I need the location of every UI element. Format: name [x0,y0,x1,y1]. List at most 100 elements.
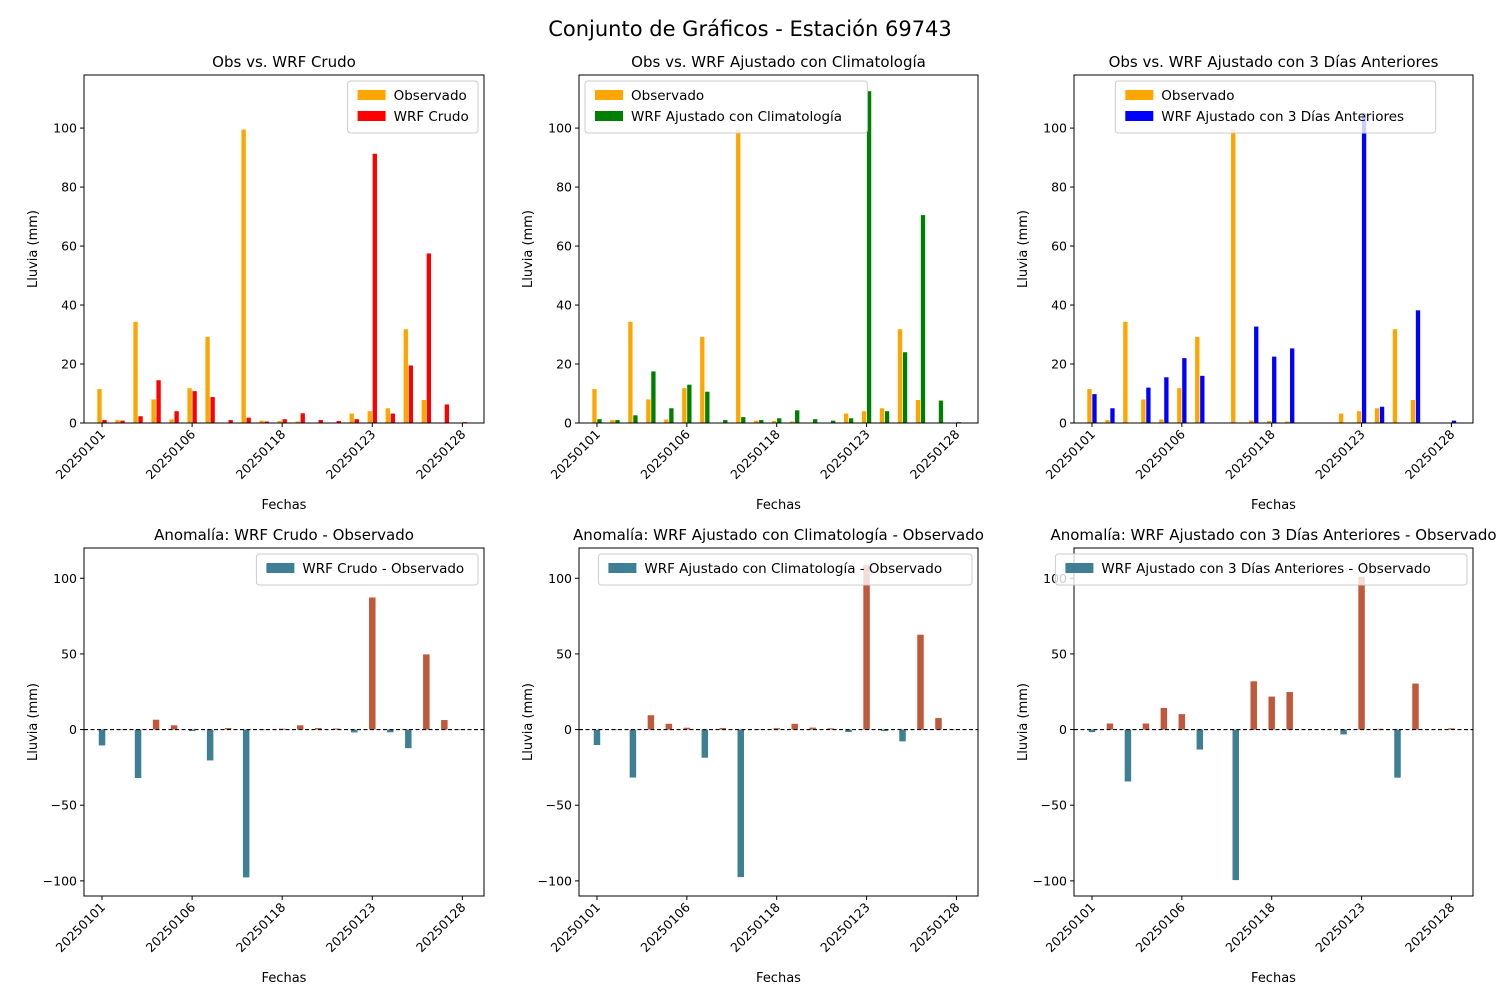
legend-swatch [357,90,386,100]
legend-swatch [595,90,623,100]
bar [277,420,282,423]
chart-title: Obs vs. WRF Ajustado con 3 Días Anterior… [1109,53,1439,71]
bar [700,336,705,423]
bar [156,380,161,423]
bar [1254,326,1259,423]
bar [881,729,888,732]
bar [1272,356,1277,423]
x-tick-label: 20250123 [817,427,873,483]
y-tick-label: 40 [556,298,572,313]
bar [719,728,727,730]
bar [633,415,638,423]
bar [1356,411,1362,423]
bar [843,413,849,423]
bar [354,419,359,423]
bar [791,723,798,730]
bar [809,727,816,730]
bar [1164,377,1169,423]
bar [863,565,870,730]
y-tick-label: 80 [61,180,77,195]
y-tick-label: 60 [1051,239,1067,254]
bar [369,597,376,730]
bar [318,420,323,423]
y-tick-label: 50 [1051,646,1067,661]
x-tick-label: 20250106 [1132,899,1188,955]
bar [1231,129,1236,423]
bar [1338,413,1344,423]
bar [192,391,197,423]
legend-box [584,80,868,134]
bar [795,410,800,423]
x-tick-label: 20250128 [413,899,469,955]
bar [403,329,408,423]
legend: WRF Ajustado con 3 Días Anteriores - Obs… [1054,553,1468,586]
bar [1196,729,1204,750]
bar [1285,421,1290,423]
x-tick-label: 20250128 [413,426,469,482]
bar [205,336,210,423]
bar [336,420,341,423]
x-axis-label: Fechas [1251,498,1296,513]
bar [1286,692,1293,730]
y-tick-label: 0 [564,722,572,737]
bar [773,728,780,730]
bar [170,725,178,730]
legend-label: Observado [1161,88,1234,104]
y-tick-label: 0 [69,416,77,431]
bar [629,729,637,778]
x-tick-label: 20250123 [323,427,379,483]
y-tick-label: 40 [61,298,77,313]
x-tick-label: 20250123 [1312,900,1368,956]
bar [1249,420,1254,423]
bar [669,408,674,423]
bar [917,634,924,730]
y-tick-label: 20 [556,357,572,372]
legend-label: WRF Ajustado con Climatología [631,109,842,125]
x-tick-label: 20250101 [1042,427,1098,483]
bar [98,729,106,746]
x-tick-label: 20250101 [1042,900,1098,956]
bar [260,729,268,731]
x-tick-label: 20250123 [323,900,379,956]
bar [1415,310,1421,423]
bar [1105,420,1110,423]
bar [1392,329,1398,423]
y-tick-label: −50 [51,798,77,813]
bar [282,419,287,423]
bar [1340,729,1347,735]
bar [349,413,354,423]
bar [723,420,728,423]
bar [1448,728,1455,730]
bar [372,153,377,423]
y-tick-label: 0 [1059,722,1067,737]
bar [187,388,192,423]
figure-title: Conjunto de Gráficos - Estación 69743 [548,17,952,41]
bar [1290,348,1295,423]
chart-title: Obs vs. WRF Crudo [212,53,356,71]
bar [593,729,601,745]
bar [246,417,251,423]
bar [935,718,942,730]
legend: WRF Ajustado con Climatología - Observad… [597,553,973,586]
bar [120,420,125,423]
bar [1142,723,1150,730]
x-axis-label: Fechas [262,498,307,513]
bar [1110,408,1115,423]
x-tick-label: 20250123 [817,900,873,956]
y-tick-label: −100 [538,873,572,888]
bar [1159,419,1164,423]
legend-swatch [266,563,295,573]
x-tick-label: 20250106 [1132,426,1188,482]
chart-panel-2: Obs vs. WRF Ajustado con Climatología020… [521,53,979,513]
bar [1250,681,1257,730]
x-tick-label: 20250118 [1222,426,1278,482]
bar [206,729,214,761]
y-tick-label: 100 [53,121,77,136]
bar [736,129,741,423]
legend-swatch [608,563,637,573]
x-tick-label: 20250123 [1312,427,1368,483]
x-tick-label: 20250106 [143,426,199,482]
bar [813,419,818,423]
chart-panel-5: Anomalía: WRF Ajustado con Climatología … [521,526,984,986]
